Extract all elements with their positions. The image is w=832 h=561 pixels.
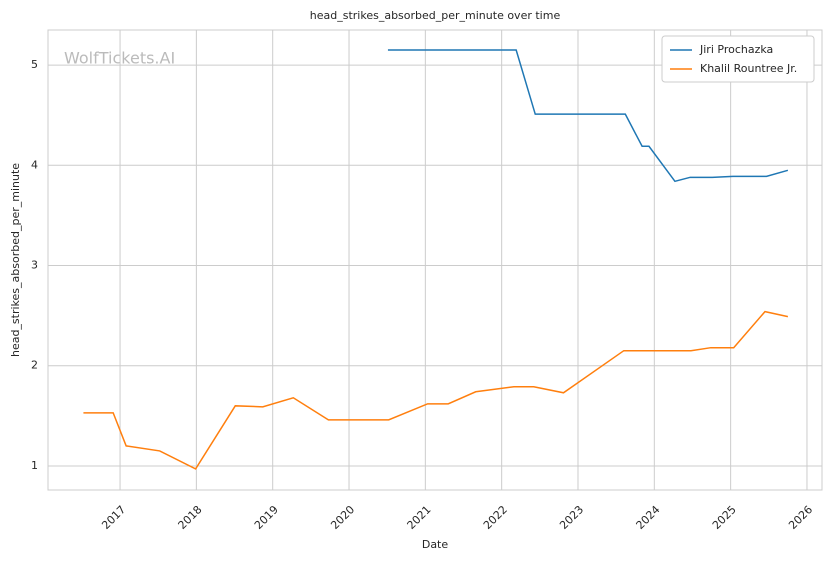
legend-box bbox=[661, 35, 815, 83]
y-tick-label: 2 bbox=[31, 359, 38, 372]
legend-label: Jiri Prochazka bbox=[699, 43, 773, 56]
plot-frame bbox=[47, 29, 823, 491]
legend-label: Khalil Rountree Jr. bbox=[700, 62, 797, 75]
y-tick-label: 5 bbox=[31, 58, 38, 71]
y-tick-label: 1 bbox=[31, 459, 38, 472]
chart-title: head_strikes_absorbed_per_minute over ti… bbox=[310, 9, 561, 22]
y-axis-label: head_strikes_absorbed_per_minute bbox=[9, 163, 22, 357]
y-tick-label: 3 bbox=[31, 259, 38, 272]
series-line bbox=[83, 310, 789, 470]
y-tick-label: 4 bbox=[31, 158, 38, 171]
series-line bbox=[387, 49, 789, 183]
x-axis-label: Date bbox=[422, 538, 449, 551]
